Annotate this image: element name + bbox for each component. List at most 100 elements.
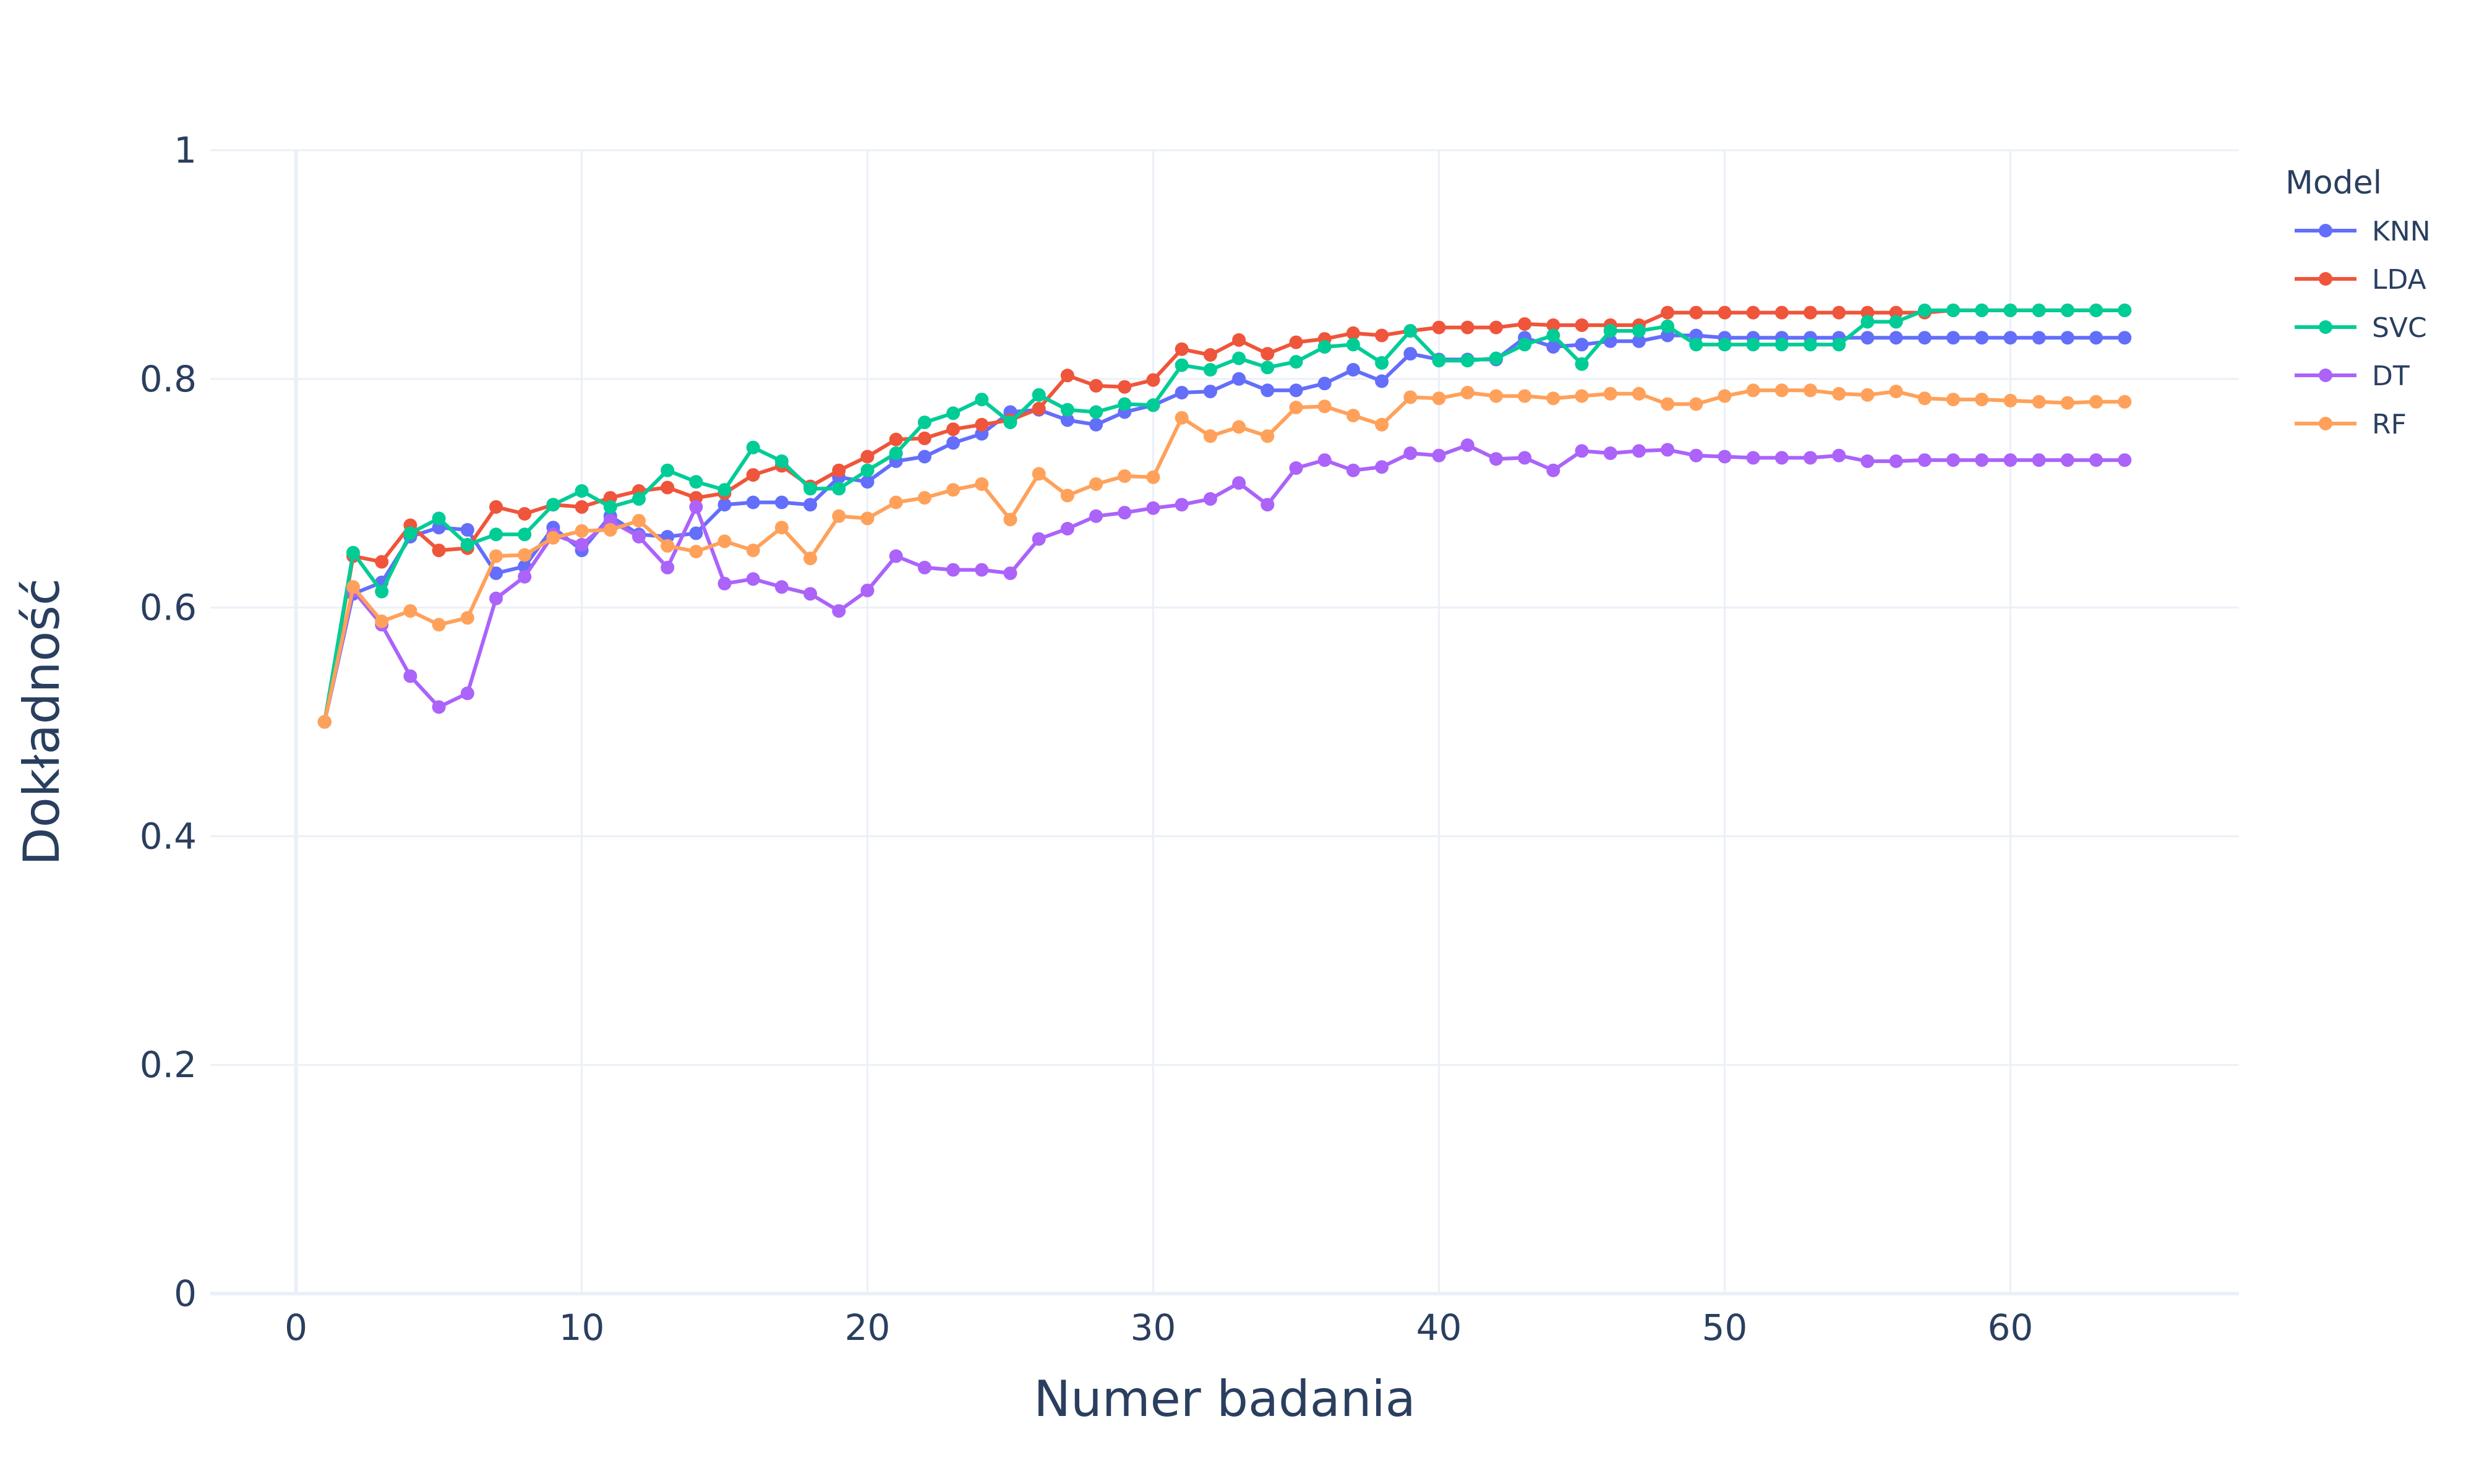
data-point [661, 539, 675, 553]
data-point [1203, 348, 1217, 362]
data-point [2060, 453, 2074, 467]
data-point [1175, 358, 1189, 372]
data-point [1317, 453, 1332, 467]
legend-item-dt: DT [2295, 360, 2410, 392]
data-point [717, 483, 732, 497]
data-point [1518, 317, 1532, 331]
data-point [1232, 351, 1246, 365]
data-point [889, 549, 903, 563]
legend-item-lda: LDA [2295, 264, 2426, 296]
data-point [1774, 338, 1789, 352]
data-point [1118, 469, 1132, 483]
data-point [1746, 451, 1760, 465]
data-point [746, 468, 760, 482]
data-point [1232, 476, 1246, 490]
data-point [917, 491, 931, 505]
data-point [518, 527, 532, 542]
series-rf [317, 383, 2132, 729]
data-point [1460, 354, 1475, 368]
data-point [2060, 331, 2074, 345]
data-point [917, 450, 931, 464]
data-point [1175, 386, 1189, 399]
data-point [1689, 448, 1703, 463]
data-point [1518, 389, 1532, 403]
data-point [1032, 467, 1046, 481]
data-point [1375, 374, 1389, 388]
data-point [317, 715, 332, 729]
data-point [1089, 378, 1103, 393]
data-point [1575, 357, 1589, 371]
data-point [1575, 338, 1589, 352]
data-point [975, 393, 989, 407]
data-point [1403, 446, 1418, 460]
data-point [460, 686, 474, 701]
data-point [1975, 393, 1989, 407]
y-tick-label: 0.8 [140, 358, 197, 400]
data-point [575, 524, 589, 538]
legend-label: LDA [2372, 264, 2426, 296]
data-point [518, 548, 532, 562]
data-point [803, 498, 818, 512]
data-point [774, 495, 789, 510]
data-point [2060, 396, 2074, 410]
data-point [1661, 443, 1675, 457]
data-point [2118, 453, 2132, 467]
data-point [2089, 394, 2103, 409]
data-point [1089, 477, 1103, 491]
data-point [1603, 386, 1617, 401]
series-line-svc [322, 308, 2125, 722]
data-point [1860, 315, 1875, 329]
data-point [1632, 444, 1646, 458]
data-point [1089, 405, 1103, 419]
data-point [2032, 303, 2046, 317]
data-point [1432, 391, 1446, 406]
data-point [946, 422, 961, 437]
legend-swatch-marker [2319, 369, 2332, 382]
data-point [518, 569, 532, 584]
data-point [1518, 338, 1532, 352]
data-point [1175, 498, 1189, 512]
data-point [1289, 335, 1303, 349]
data-point [1261, 347, 1275, 361]
data-point [1889, 385, 1903, 399]
series-line-rf [322, 388, 2125, 723]
data-point [1575, 318, 1589, 332]
series-dt [317, 438, 2132, 729]
y-tick-label: 0.4 [140, 815, 197, 857]
data-point [746, 572, 760, 586]
data-point [1603, 334, 1617, 348]
data-point [1261, 498, 1275, 512]
data-point [889, 432, 903, 446]
data-point [1804, 383, 1817, 398]
data-point [1460, 320, 1475, 335]
data-point [2032, 394, 2046, 409]
legend-item-svc: SVC [2295, 312, 2427, 344]
data-point [575, 484, 589, 498]
y-axis-title: Dokładność [13, 578, 71, 866]
data-point [1718, 338, 1732, 352]
data-point [1261, 383, 1275, 398]
data-point [2089, 331, 2103, 345]
data-point [1632, 324, 1646, 338]
data-point [432, 511, 446, 526]
data-point [1917, 391, 1932, 406]
data-point [2032, 331, 2046, 345]
data-point [1546, 340, 1560, 354]
data-point [1889, 331, 1903, 345]
data-point [2089, 453, 2103, 467]
data-point [1832, 386, 1846, 401]
data-point [346, 580, 360, 594]
data-point [1917, 331, 1932, 345]
data-point [975, 477, 989, 491]
data-point [1060, 488, 1074, 503]
data-point [1289, 355, 1303, 369]
x-tick-label: 50 [1702, 1307, 1748, 1349]
data-point [1232, 420, 1246, 434]
x-tick-label: 10 [559, 1307, 605, 1349]
data-point [889, 495, 903, 510]
data-point [1375, 417, 1389, 432]
data-point [2003, 393, 2018, 407]
data-point [774, 521, 789, 535]
